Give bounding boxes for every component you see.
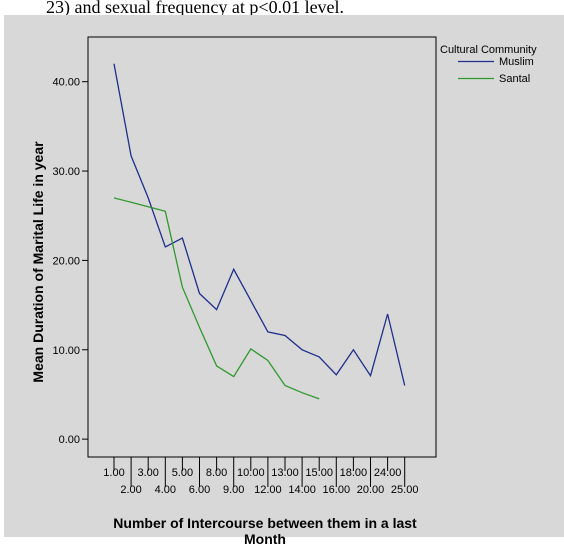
y-tick-label: 30.00	[52, 166, 80, 178]
line-chart: 0.00 10.00 20.00 30.00 40.00 1.00 2.00 3.00 4.0…	[52, 36, 494, 496]
x-tick-label: 20.00	[357, 484, 385, 496]
x-tick-label: 18.00	[340, 467, 368, 479]
x-axis: 1.00 2.00 3.00 4.00 5.00 6.00 8.00 9.00 10.00 12.…	[103, 457, 418, 496]
x-tick-label: 3.00	[137, 467, 158, 479]
x-tick-label: 8.00	[206, 467, 227, 479]
y-tick-label: 40.00	[52, 77, 80, 89]
x-tick-label: 24.00	[374, 467, 402, 479]
legend	[458, 60, 494, 80]
x-tick-label: 1.00	[103, 467, 124, 479]
y-tick-label: 0.00	[59, 434, 80, 446]
x-tick-label: 16.00	[323, 484, 351, 496]
series-line-santal	[113, 197, 320, 400]
chart-figure: 0.00 10.00 20.00 30.00 40.00 1.00 2.00 3.00 4.0…	[4, 15, 564, 547]
x-tick-label: 2.00	[120, 484, 141, 496]
x-tick-label: 13.00	[271, 467, 299, 479]
y-axis-label: Mean Duration of Marital Life in year	[30, 141, 46, 383]
x-tick-label: 6.00	[189, 484, 210, 496]
x-tick-label: 14.00	[288, 484, 316, 496]
legend-label-muslim: Muslim	[499, 56, 534, 68]
x-tick-label: 15.00	[305, 467, 333, 479]
x-tick-label: 5.00	[172, 467, 193, 479]
x-tick-label: 4.00	[155, 484, 176, 496]
legend-title: Cultural Community	[440, 44, 537, 56]
y-tick-label: 20.00	[52, 255, 80, 267]
y-axis: 0.00 10.00 20.00 30.00 40.00	[52, 77, 88, 446]
plot-area	[87, 36, 437, 458]
series-lines	[113, 63, 406, 400]
x-tick-label: 12.00	[254, 484, 282, 496]
x-tick-label: 10.00	[237, 467, 265, 479]
series-line-muslim	[113, 63, 406, 386]
x-tick-label: 25.00	[391, 484, 419, 496]
legend-label-santal: Santal	[499, 73, 531, 85]
y-tick-label: 10.00	[52, 345, 80, 357]
x-axis-label: Number of Intercourse between them in a …	[113, 515, 417, 547]
x-tick-label: 9.00	[223, 484, 244, 496]
